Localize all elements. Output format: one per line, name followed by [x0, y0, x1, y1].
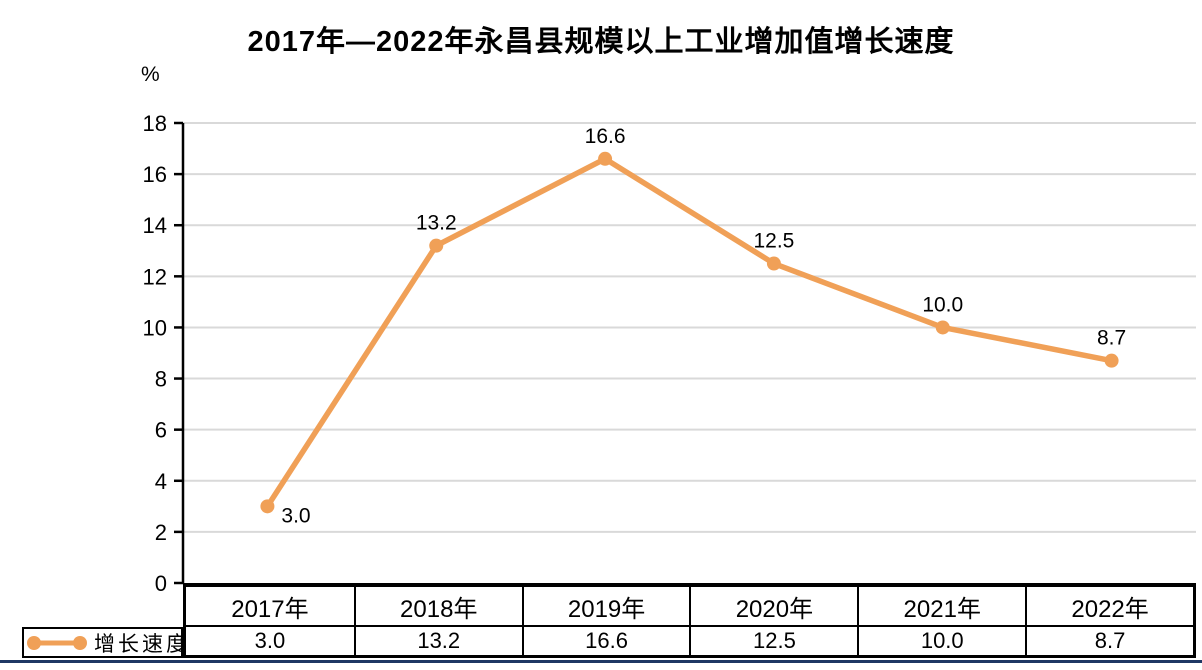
legend-cell: 增长速度 [22, 627, 187, 658]
table-value-cell: 12.5 [689, 627, 857, 655]
y-tick-label: 12 [143, 264, 167, 289]
table-value-cell: 13.2 [353, 627, 522, 655]
y-tick-label: 16 [143, 162, 167, 187]
data-point-label: 12.5 [753, 230, 794, 253]
table-value-cell: 8.7 [1025, 627, 1193, 655]
data-point-label: 16.6 [585, 125, 626, 148]
table-value-cell: 3.0 [254, 628, 286, 653]
series-line [264, 156, 1115, 510]
data-point-marker [260, 499, 275, 514]
y-tick-label: 14 [143, 213, 167, 238]
y-tick-label: 4 [155, 469, 167, 494]
data-point-marker [1104, 353, 1119, 368]
legend-line-marker-icon [27, 635, 87, 650]
data-point-marker [935, 320, 950, 335]
chart-title: 2017年—2022年永昌县规模以上工业增加值增长速度 [247, 26, 955, 58]
data-table-value-row: 3.0 13.2 16.6 12.5 10.0 8.7 [183, 627, 1196, 658]
y-tick-label: 8 [155, 367, 167, 392]
page-bottom-border [0, 660, 1202, 663]
table-header-cell: 2017年 [231, 595, 309, 623]
y-tick-label: 18 [143, 111, 167, 136]
table-header-cell: 2018年 [353, 587, 522, 625]
data-table-header-row: 2017年 2018年 2019年 2020年 2021年 2022年 [183, 583, 1196, 627]
legend-label: 增长速度 [94, 632, 190, 656]
table-header-cell: 2020年 [689, 587, 857, 625]
table-header-cell: 2021年 [857, 587, 1025, 625]
y-tick-label: 2 [155, 520, 167, 545]
y-tick-label: 0 [155, 571, 167, 596]
data-point-marker [598, 151, 613, 166]
data-point-label: 10.0 [922, 293, 963, 316]
y-tick-label: 6 [155, 418, 167, 443]
y-tick-label: 10 [143, 315, 167, 340]
table-value-cell: 10.0 [857, 627, 1025, 655]
data-point-label: 13.2 [416, 212, 457, 235]
data-point-label: 3.0 [281, 504, 310, 527]
y-axis-unit-label: % [141, 63, 160, 86]
data-point-marker [766, 256, 781, 271]
data-point-marker [429, 238, 444, 253]
data-point-label: 8.7 [1097, 327, 1126, 350]
table-header-cell: 2019年 [521, 587, 690, 625]
table-value-cell: 16.6 [521, 627, 690, 655]
table-header-cell: 2022年 [1025, 587, 1193, 625]
